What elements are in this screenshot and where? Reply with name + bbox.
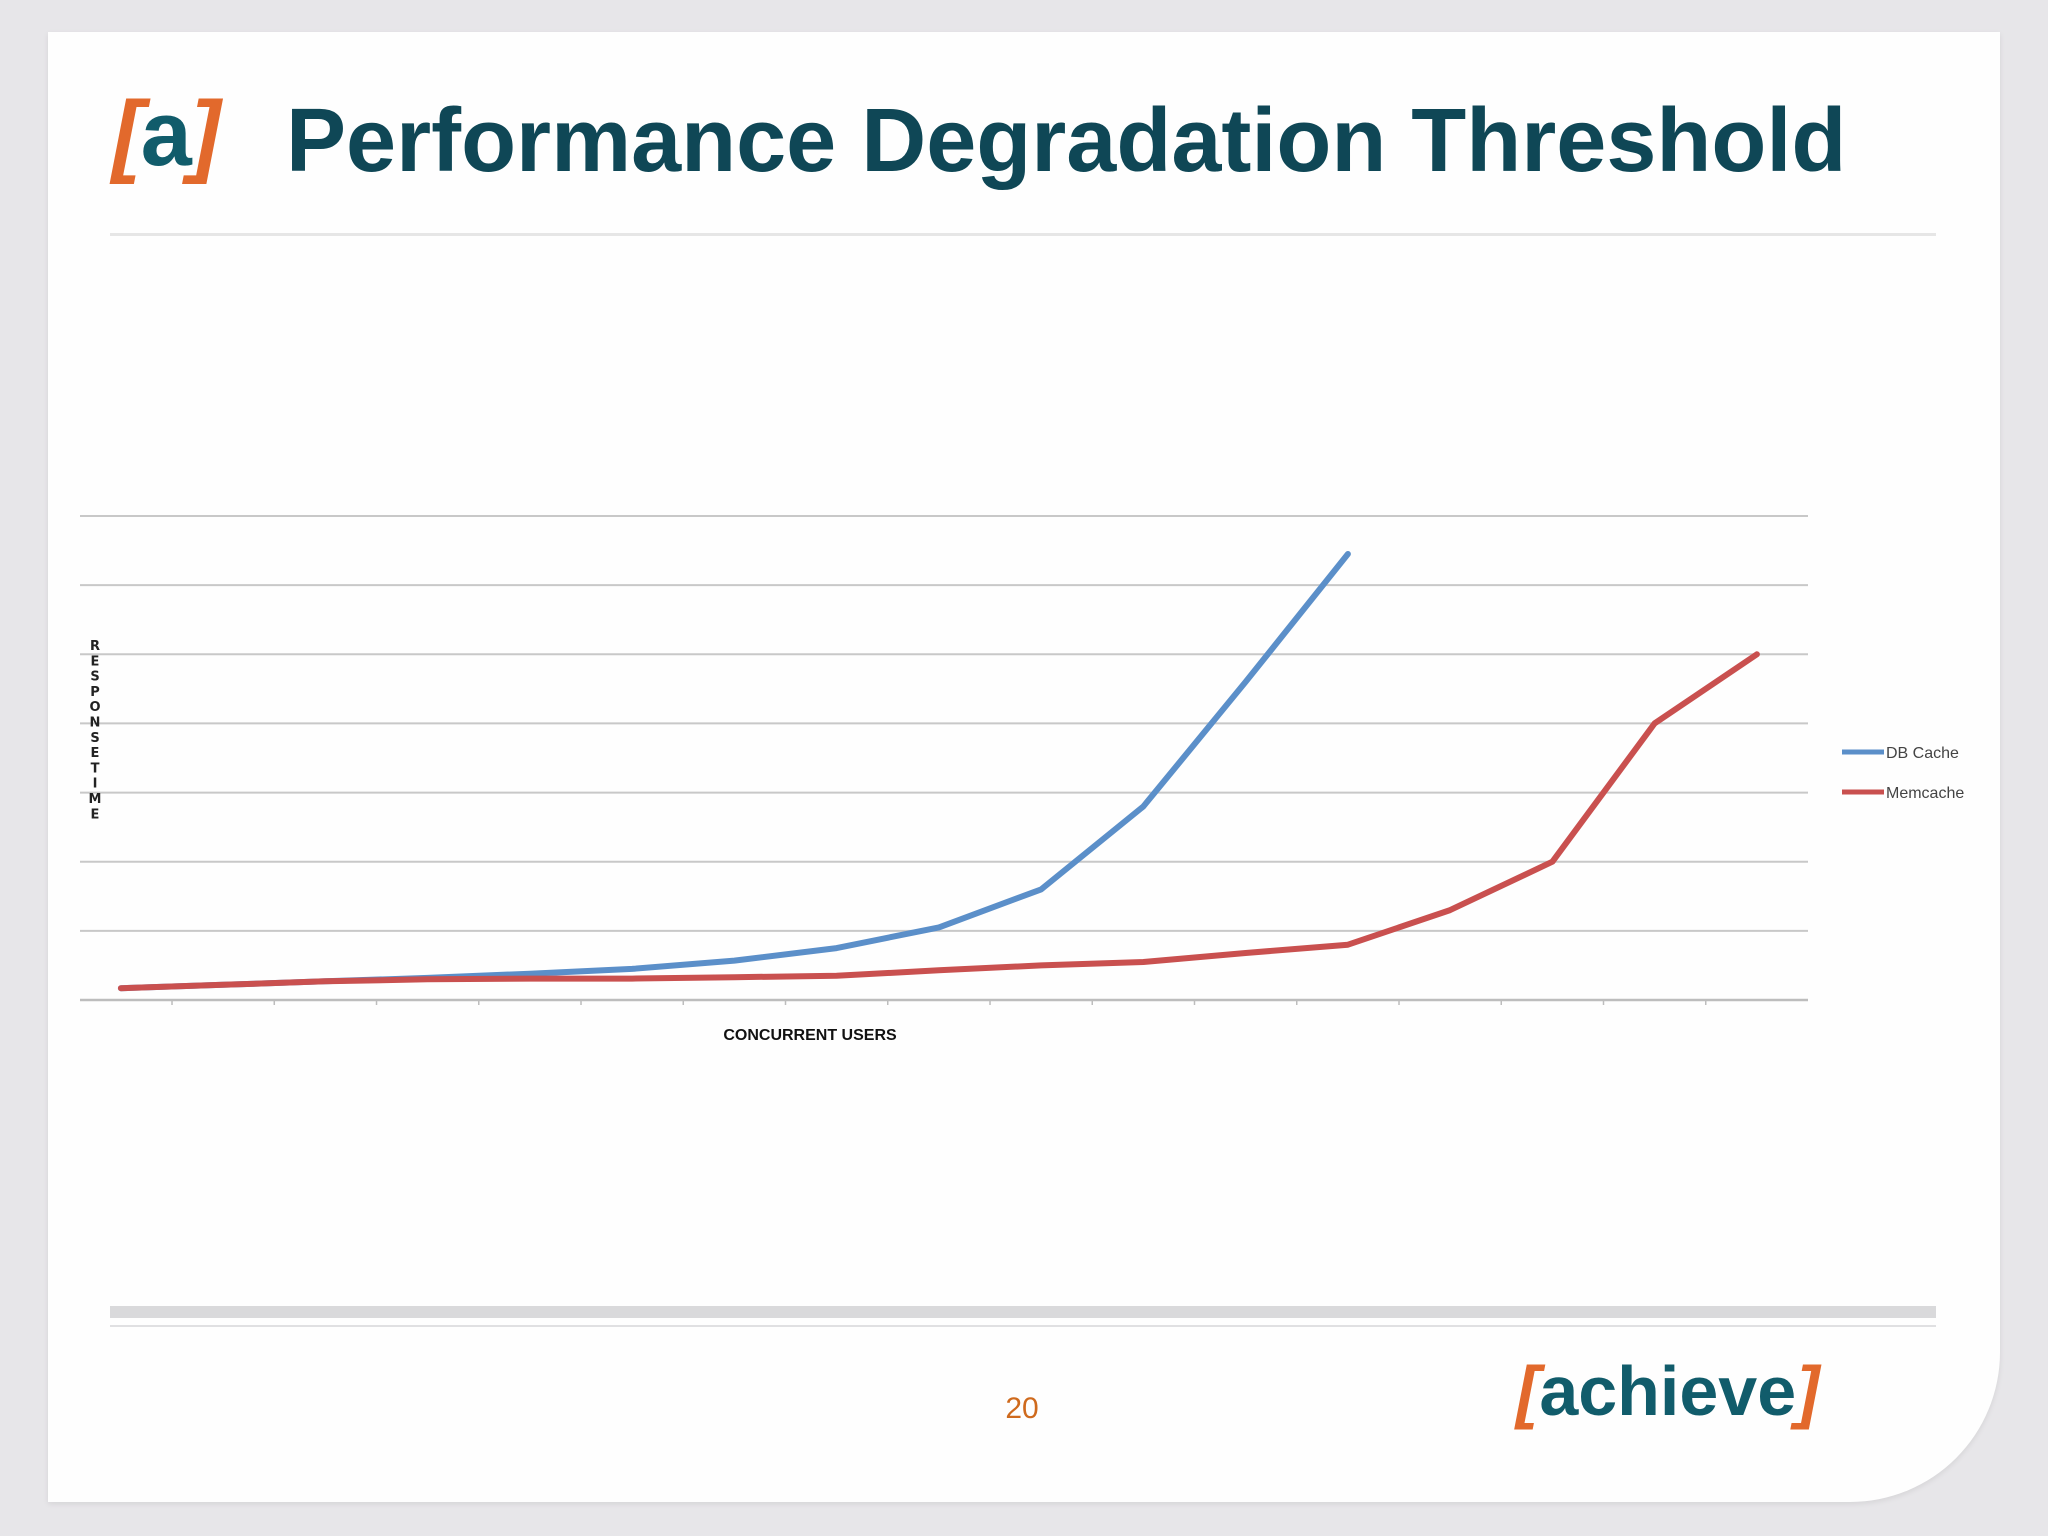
y-axis-label-letter: M <box>89 792 102 807</box>
y-axis-label-letter: E <box>91 654 100 669</box>
footer-logo-bracket-right: ] <box>1796 1352 1820 1430</box>
y-axis-label-letter: S <box>90 670 99 685</box>
footer-divider-thick <box>110 1306 1936 1318</box>
legend-label: DB Cache <box>1886 745 1959 762</box>
page-number: 20 <box>1005 1392 1039 1425</box>
chart-series <box>117 551 1760 992</box>
y-axis-label-letter: I <box>93 777 98 792</box>
chart-grid <box>80 515 1808 1002</box>
slide-title: Performance Degradation Threshold <box>286 91 1847 191</box>
y-axis-label-letter: E <box>91 746 100 761</box>
y-axis-label-letter: R <box>90 639 100 654</box>
y-axis-label-letter: O <box>89 700 100 715</box>
chart-legend: DB Cache Memcache <box>1842 745 1964 802</box>
title-divider <box>110 233 1936 236</box>
footer-divider-thin <box>110 1325 1936 1327</box>
slide <box>48 32 2000 1502</box>
series-line-memcache <box>117 651 1760 992</box>
chart-x-ticks <box>171 1000 1707 1005</box>
logo-bracket-right: ] <box>189 83 221 185</box>
series-line-db-cache <box>117 551 1351 992</box>
y-axis-label-letter: P <box>90 685 100 700</box>
brand-logo-mark: [a] <box>112 88 220 180</box>
y-axis-label-letter: S <box>90 731 99 746</box>
y-axis-label-letter: N <box>90 716 101 731</box>
footer-logo-bracket-left: [ <box>1516 1352 1540 1430</box>
logo-letter: a <box>140 83 192 185</box>
x-axis-label: CONCURRENT USERS <box>723 1027 897 1044</box>
y-axis-label-letter: T <box>91 761 100 776</box>
logo-bracket-left: [ <box>112 83 143 185</box>
legend-label: Memcache <box>1886 785 1964 802</box>
achieve-logo: [achieve] <box>1516 1356 1820 1426</box>
footer-logo-word: achieve <box>1539 1352 1797 1430</box>
y-axis-label-letter: E <box>91 807 100 822</box>
